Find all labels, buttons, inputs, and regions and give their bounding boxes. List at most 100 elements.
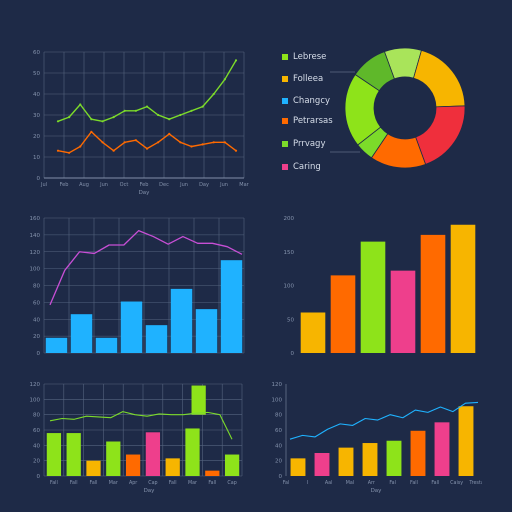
y-tick-label: 120 [30,382,41,388]
data-point [234,149,238,152]
bar [458,406,474,476]
bar [145,325,168,353]
data-point [223,141,226,144]
data-point [101,141,104,144]
bar [106,441,121,476]
y-tick-label: 40 [33,92,40,98]
data-point [134,139,137,142]
y-tick-label: 0 [37,176,41,182]
y-tick-label: 20 [33,134,40,140]
chart-line-top-left: 0 10 20 30 40 50 60 Jul Feb Aug Jun Oct Feb Dec Jun Day… [33,50,250,196]
data-point [179,113,182,117]
bar [434,422,450,476]
x-tick-label: Jun [99,182,108,188]
x-tick-label: Aug [79,182,89,188]
data-point [79,103,82,106]
x-tick-label: Apr [129,480,137,486]
y-tick-label: 150 [284,250,295,256]
x-tick-label: Mar [188,480,197,486]
chart-donut [330,47,466,169]
bar [220,260,243,353]
chart-bar-middle-right: 0 50 100 150 200 [284,216,476,357]
y-tick-label: 100 [284,284,295,290]
y-tick-label: 200 [284,216,295,222]
legend-swatch [282,76,288,82]
y-tick-label: 80 [275,413,282,419]
legend-item: Caring [282,162,321,172]
data-point [90,118,93,121]
x-tick-label: I [307,480,308,486]
y-tick-label: 80 [33,413,40,419]
y-tick-label: 50 [287,317,294,323]
bar [205,470,220,476]
bar [224,454,240,476]
data-point [201,143,204,146]
y-tick-label: 80 [33,284,40,290]
y-tick-label: 0 [279,474,283,480]
x-tick-label: Dec [159,182,169,188]
donut-slice [415,105,466,165]
y-tick-label: 0 [37,474,41,480]
y-tick-label: 100 [272,397,283,403]
bar [195,309,218,353]
bar [185,428,200,476]
legend-label: Folleea [293,74,324,84]
x-axis-label: Day [139,190,151,196]
data-point [223,78,226,81]
data-point [212,92,215,96]
data-point [212,141,215,144]
chart-bar-line-bottom-right: 0 20 40 60 80 100 120 Fal I Aal Mal Arr Fal Fall Fall C… [272,382,483,494]
y-tick-label: 20 [33,334,40,340]
bar [386,440,402,476]
legend-swatch [282,164,288,170]
y-tick-label: 20 [33,459,40,465]
y-tick-label: 60 [33,300,40,306]
legend-swatch [282,118,288,124]
x-axis-label: Day [144,488,156,494]
bar [120,301,143,353]
bar [330,275,356,353]
bar [362,443,378,476]
data-point [112,116,115,119]
bar [170,288,193,353]
data-point [168,118,171,121]
y-tick-label: 60 [33,428,40,434]
bar [66,433,81,476]
x-tick-label: Mal [346,480,354,486]
x-tick-label: Fall [169,480,177,486]
series-line [289,401,479,440]
data-point [56,120,60,123]
y-tick-label: 30 [33,113,40,119]
bar [145,432,161,476]
y-tick-label: 60 [275,428,282,434]
series-line [57,60,237,123]
data-point [123,109,126,112]
data-point [157,113,160,117]
x-tick-label: Feb [140,182,149,188]
bar [165,458,180,476]
x-tick-label: Jun [219,182,228,188]
y-tick-label: 10 [33,155,40,161]
legend-label: Prrvagy [293,139,326,149]
x-tick-label: Arr [368,480,375,486]
legend-label: Petrarsas [293,116,333,126]
x-tick-label: Fall [431,480,439,486]
x-tick-label: Jun [179,182,188,188]
bar [410,430,426,476]
x-tick-label: Jul [40,182,47,188]
data-point [123,141,126,144]
y-tick-label: 120 [272,382,283,388]
x-tick-label: Caisy [450,480,463,486]
data-point [90,130,93,133]
legend-swatch [282,98,288,104]
y-tick-label: 50 [33,71,40,77]
y-tick-label: 160 [30,216,41,222]
x-tick-label: Fal [283,480,290,486]
bar [314,453,330,476]
legend-label: Caring [293,162,321,172]
chart-bar-line-middle-left: 0 20 40 60 80 100 120 140 160 [30,216,245,357]
y-tick-label: 40 [33,443,40,449]
legend-item: Folleea [282,74,323,84]
bar [95,337,118,353]
data-point [101,120,104,123]
